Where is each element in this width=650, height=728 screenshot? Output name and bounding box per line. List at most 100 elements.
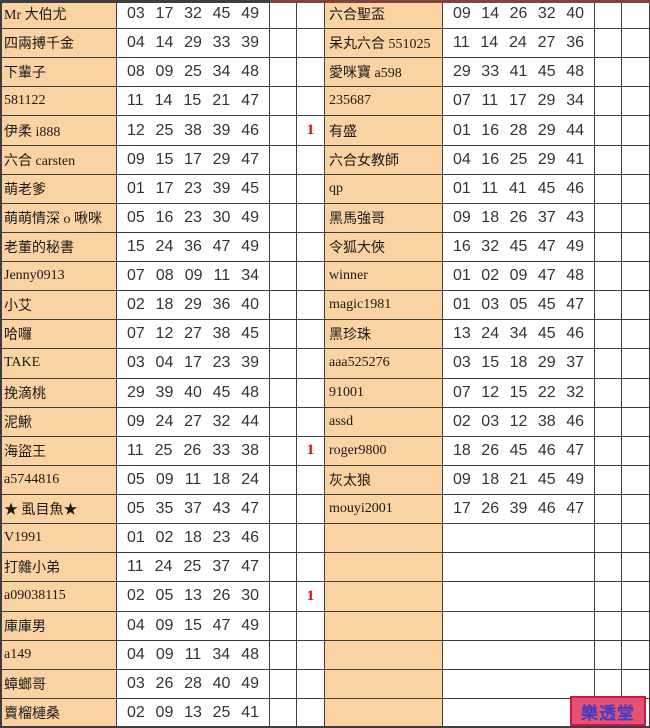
number-value: 34 [212, 63, 231, 81]
number-value: 46 [566, 179, 584, 197]
left-name-cell: 六合 carsten [0, 145, 117, 175]
right-mark-cell [595, 0, 622, 30]
number-value: 46 [241, 121, 259, 139]
left-numbers-cell: 01 17 23 39 45 [117, 174, 270, 204]
right-name-cell: aaa525276 [325, 349, 443, 379]
number-value: 45 [212, 5, 231, 23]
number-value: 23 [212, 529, 231, 547]
number-value: 36 [184, 238, 202, 256]
number-value: 07 [453, 383, 471, 401]
left-numbers-cell: 02 09 13 25 41 [117, 698, 270, 728]
left-flag-cell [297, 349, 325, 379]
number-value: 29 [127, 383, 145, 401]
left-flag-cell [297, 291, 325, 321]
number-value: 29 [184, 34, 202, 52]
right-flag-cell [622, 611, 650, 641]
number-value: 17 [509, 92, 527, 110]
left-name-cell: V1991 [0, 524, 117, 554]
left-numbers-cell: 09 24 27 32 44 [117, 407, 270, 437]
right-mark-cell [595, 582, 622, 612]
number-value: 14 [154, 92, 173, 110]
left-flag-cell: 1 [297, 582, 325, 612]
left-flag-cell [297, 0, 325, 30]
left-mark-cell [270, 232, 297, 263]
right-mark-cell [595, 145, 622, 175]
number-value: 02 [155, 529, 174, 547]
left-mark-cell [270, 320, 297, 350]
left-name-cell: 蟑螂哥 [0, 669, 117, 699]
number-value: 48 [241, 645, 259, 663]
left-flag-cell [297, 465, 325, 496]
right-numbers-cell: 03 15 18 29 37 [443, 349, 595, 379]
number-value: 37 [184, 500, 202, 518]
number-value: 03 [127, 354, 145, 372]
number-value: 41 [566, 150, 584, 168]
number-value: 41 [509, 63, 528, 81]
left-name-cell: ★ 虱目魚★ [0, 495, 117, 525]
number-value: 29 [537, 121, 556, 139]
number-value: 47 [241, 558, 259, 576]
right-mark-cell [595, 349, 622, 379]
right-name-cell: 黑珍珠 [325, 320, 443, 350]
number-value: 45 [537, 179, 556, 197]
number-value: 14 [480, 34, 499, 52]
left-mark-cell [270, 553, 297, 583]
number-value: 24 [481, 325, 500, 343]
number-value: 46 [537, 500, 556, 518]
left-name-cell: 萌萌情深 o 啾咪 [0, 203, 117, 233]
number-value: 17 [155, 179, 174, 197]
number-value: 02 [127, 703, 145, 721]
right-numbers-cell [443, 553, 595, 583]
right-flag-cell [622, 640, 650, 670]
right-numbers-cell: 17 26 39 46 47 [443, 495, 595, 525]
number-value: 09 [155, 616, 174, 634]
left-name-cell: 打雜小弟 [0, 553, 117, 583]
number-value: 39 [212, 121, 231, 139]
right-name-cell [325, 553, 443, 583]
number-value: 47 [566, 441, 584, 459]
number-value: 25 [183, 558, 202, 576]
left-mark-cell [270, 29, 297, 59]
left-numbers-cell: 03 17 32 45 49 [117, 0, 270, 30]
left-mark-cell [270, 407, 297, 437]
number-value: 02 [453, 412, 471, 430]
number-value: 26 [212, 587, 231, 605]
number-value: 29 [212, 150, 231, 168]
left-name-cell: 賣榴槤桑 [0, 698, 117, 728]
right-numbers-cell [443, 640, 595, 670]
number-value: 08 [155, 267, 174, 285]
number-value: 23 [212, 354, 231, 372]
right-flag-cell [622, 291, 650, 321]
left-numbers-cell: 11 25 26 33 38 [117, 436, 270, 466]
right-mark-cell [595, 116, 622, 146]
number-value: 45 [509, 238, 528, 256]
number-value: 15 [183, 92, 202, 110]
right-numbers-cell [443, 698, 595, 728]
number-value: 11 [127, 558, 144, 576]
right-numbers-cell [443, 669, 595, 699]
right-name-cell: roger9800 [325, 436, 443, 466]
number-value: 05 [155, 587, 174, 605]
number-value: 45 [537, 325, 556, 343]
number-value: 01 [453, 267, 471, 285]
number-value: 47 [212, 238, 231, 256]
number-value: 38 [212, 325, 231, 343]
number-value: 18 [509, 354, 528, 372]
number-value: 03 [481, 412, 500, 430]
number-value: 02 [127, 296, 145, 314]
right-name-cell: winner [325, 262, 443, 292]
number-value: 48 [241, 383, 259, 401]
left-name-cell: a5744816 [0, 465, 117, 496]
left-mark-cell [270, 203, 297, 233]
right-flag-cell [622, 378, 650, 408]
number-value: 46 [566, 412, 584, 430]
right-flag-cell [622, 582, 650, 612]
number-value: 23 [184, 208, 202, 226]
left-numbers-cell: 03 04 17 23 39 [117, 349, 270, 379]
number-value: 44 [566, 121, 584, 139]
number-value: 01 [453, 179, 471, 197]
number-value: 26 [509, 208, 528, 226]
number-value: 34 [566, 92, 584, 110]
number-value: 27 [184, 412, 202, 430]
